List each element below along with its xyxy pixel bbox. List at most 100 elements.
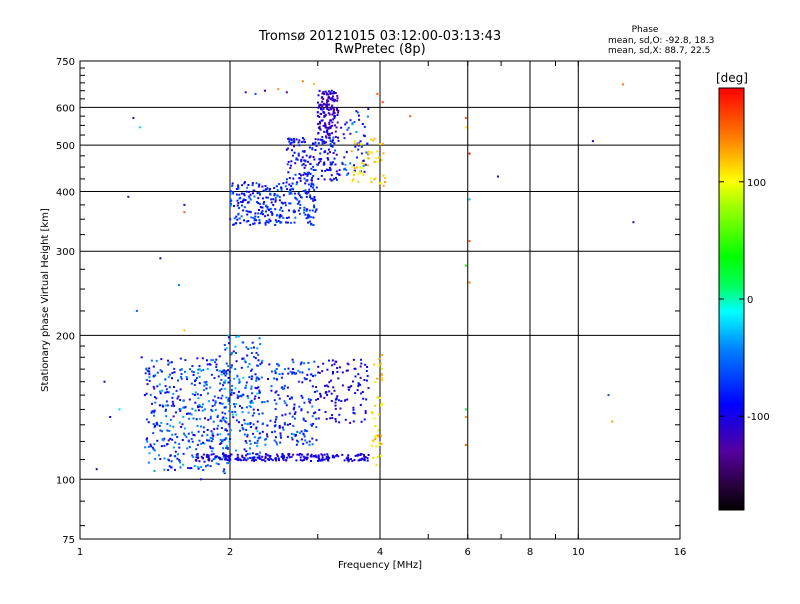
data-point — [303, 206, 306, 209]
data-point — [191, 407, 194, 410]
data-point — [252, 216, 255, 219]
data-point — [200, 466, 202, 468]
data-point — [366, 164, 369, 167]
data-point — [337, 136, 339, 139]
data-point — [327, 112, 330, 115]
data-point — [236, 375, 239, 378]
data-point — [308, 156, 311, 159]
data-point — [322, 362, 325, 365]
data-point — [206, 464, 209, 467]
data-point — [238, 217, 241, 220]
data-point — [251, 184, 254, 187]
data-point — [239, 394, 242, 397]
data-point — [366, 457, 369, 460]
data-point — [231, 351, 233, 354]
data-point — [363, 379, 366, 381]
data-point — [294, 197, 297, 200]
data-point — [352, 411, 355, 414]
data-point — [168, 361, 171, 364]
data-point — [200, 455, 203, 458]
data-point — [251, 368, 254, 371]
data-point — [205, 387, 208, 390]
data-point — [127, 195, 130, 198]
data-point — [293, 140, 296, 142]
data-point — [382, 142, 385, 145]
data-point — [341, 371, 344, 374]
data-point — [169, 437, 172, 440]
data-point — [152, 385, 155, 388]
data-point — [243, 194, 246, 197]
data-point — [208, 363, 211, 366]
data-point — [282, 194, 285, 197]
data-point — [135, 309, 138, 312]
data-point — [312, 216, 315, 219]
data-point — [367, 454, 370, 456]
x-tick-label: 6 — [465, 547, 471, 558]
data-point — [213, 428, 216, 431]
data-point — [235, 215, 238, 218]
data-point — [319, 395, 322, 398]
data-point — [302, 163, 305, 165]
data-point — [203, 381, 206, 384]
data-point — [243, 359, 246, 362]
data-point — [207, 392, 209, 395]
data-point — [227, 336, 230, 339]
data-point — [274, 391, 277, 394]
data-point — [228, 403, 231, 405]
data-point — [317, 123, 320, 125]
data-point — [311, 176, 314, 179]
data-point — [195, 418, 198, 421]
data-point — [239, 458, 242, 461]
data-point — [154, 425, 157, 427]
data-point — [147, 445, 150, 448]
data-point — [362, 163, 365, 165]
data-point — [287, 171, 290, 174]
data-point — [310, 460, 312, 462]
data-point — [309, 196, 312, 199]
data-point — [230, 391, 233, 394]
data-point — [275, 368, 278, 370]
data-point — [198, 368, 201, 371]
data-point — [245, 346, 248, 349]
data-point — [335, 454, 338, 456]
data-point — [317, 106, 320, 109]
data-point — [171, 396, 174, 399]
data-point — [323, 458, 326, 461]
x-tick-label: 16 — [674, 547, 687, 558]
data-point — [254, 459, 257, 461]
data-point — [314, 374, 317, 377]
data-point — [334, 420, 337, 423]
data-point — [261, 206, 264, 209]
data-point — [246, 213, 249, 216]
data-point — [259, 206, 262, 209]
data-point — [315, 439, 318, 442]
data-point — [250, 399, 253, 402]
data-point — [147, 461, 150, 464]
data-point — [160, 370, 163, 373]
data-point — [270, 389, 273, 392]
data-point — [302, 432, 305, 435]
data-point — [229, 429, 232, 432]
data-point — [313, 206, 316, 209]
data-point — [290, 192, 293, 195]
data-point — [279, 432, 282, 435]
data-point — [220, 388, 223, 390]
data-point — [312, 169, 315, 171]
data-point — [358, 118, 361, 121]
data-point — [242, 376, 245, 379]
data-point — [363, 170, 366, 173]
data-point — [164, 410, 167, 412]
data-point — [164, 391, 167, 394]
data-point — [369, 151, 372, 154]
data-point — [357, 385, 360, 388]
data-point — [293, 192, 296, 195]
data-point — [311, 186, 314, 189]
data-point — [253, 346, 255, 349]
data-point — [324, 113, 327, 116]
data-point — [311, 405, 314, 408]
data-point — [233, 403, 236, 406]
data-point — [328, 169, 331, 172]
data-point — [292, 154, 294, 157]
data-point — [236, 218, 239, 221]
data-point — [315, 398, 318, 401]
